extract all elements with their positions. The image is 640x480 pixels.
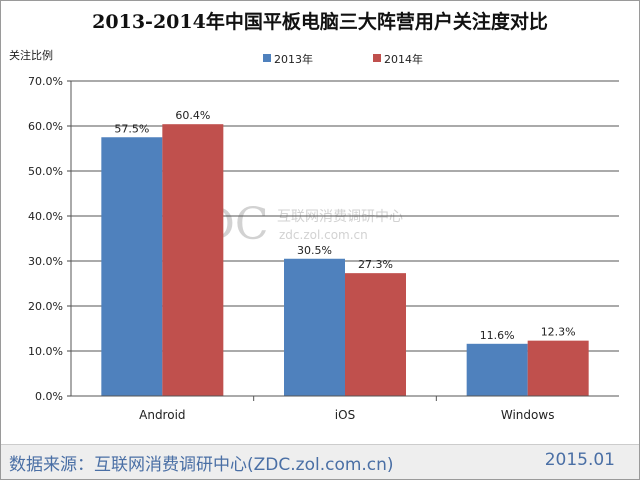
legend-swatch (263, 54, 271, 62)
bar-windows-2014 (527, 340, 589, 396)
bar-android-2014 (162, 124, 224, 396)
legend-swatch (373, 54, 381, 62)
y-tick-label: 70.0% (28, 75, 63, 88)
legend: 2013年 2014年 (263, 52, 423, 66)
data-label: 27.3% (358, 258, 393, 271)
y-tick-label: 60.0% (28, 120, 63, 133)
legend-label: 2014年 (384, 52, 423, 66)
y-tick-label: 10.0% (28, 345, 63, 358)
bar-android-2013 (101, 137, 163, 396)
watermark-url: zdc.zol.com.cn (279, 228, 368, 242)
data-label: 11.6% (480, 329, 515, 342)
footer-bar: 数据来源：互联网消费调研中心(ZDC.zol.com.cn) 2015.01 (1, 444, 639, 479)
data-label: 57.5% (114, 122, 149, 135)
bar-ios-2013 (284, 258, 345, 396)
x-tick-label: Android (139, 408, 185, 422)
axes: 0.0% 10.0% 20.0% 30.0% 40.0% 50.0% 60.0% 70.0% A… (28, 75, 619, 422)
data-label: 12.3% (541, 326, 576, 339)
y-tick-label: 40.0% (28, 210, 63, 223)
y-axis-label: 关注比例 (9, 48, 53, 62)
y-tick-label: 50.0% (28, 165, 63, 178)
publish-date: 2015.01 (544, 450, 615, 470)
y-tick-label: 20.0% (28, 300, 63, 313)
x-tick-label: iOS (335, 408, 355, 422)
source-text: 数据来源：互联网消费调研中心(ZDC.zol.com.cn) (9, 455, 394, 475)
watermark-name: 互联网消费调研中心 (277, 209, 403, 225)
x-tick-label: Windows (501, 408, 555, 422)
data-label: 30.5% (297, 244, 332, 257)
legend-label: 2013年 (274, 52, 313, 66)
chart-title: 2013-2014年中国平板电脑三大阵营用户关注度对比 (92, 10, 548, 33)
bars: 57.5% 60.4% 30.5% 27.3% 11.6% 12.3% (101, 109, 589, 396)
data-label: 60.4% (175, 109, 210, 122)
y-tick-label: 30.0% (28, 255, 63, 268)
bar-ios-2014 (345, 273, 406, 396)
bar-windows-2013 (466, 343, 528, 396)
bar-chart: 2013-2014年中国平板电脑三大阵营用户关注度对比 关注比例 ZDC 互联网… (9, 10, 619, 422)
y-tick-label: 0.0% (35, 390, 63, 403)
